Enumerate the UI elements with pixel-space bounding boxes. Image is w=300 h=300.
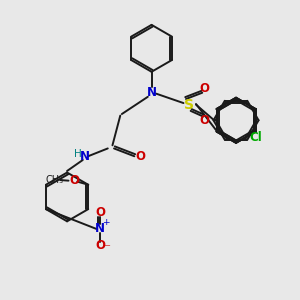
Text: N: N <box>95 222 105 235</box>
Text: Cl: Cl <box>249 131 262 144</box>
Text: O: O <box>136 150 146 163</box>
Text: O: O <box>95 206 105 219</box>
Text: O: O <box>200 82 210 95</box>
Text: O: O <box>95 239 105 252</box>
Text: S: S <box>184 98 194 112</box>
Text: +: + <box>102 218 110 227</box>
Text: CH₃: CH₃ <box>46 175 64 185</box>
Text: O: O <box>200 114 210 127</box>
Text: N: N <box>147 85 157 99</box>
Text: H: H <box>74 149 81 159</box>
Text: ⁻: ⁻ <box>103 243 110 256</box>
Text: N: N <box>80 150 90 163</box>
Text: O: O <box>69 174 79 187</box>
